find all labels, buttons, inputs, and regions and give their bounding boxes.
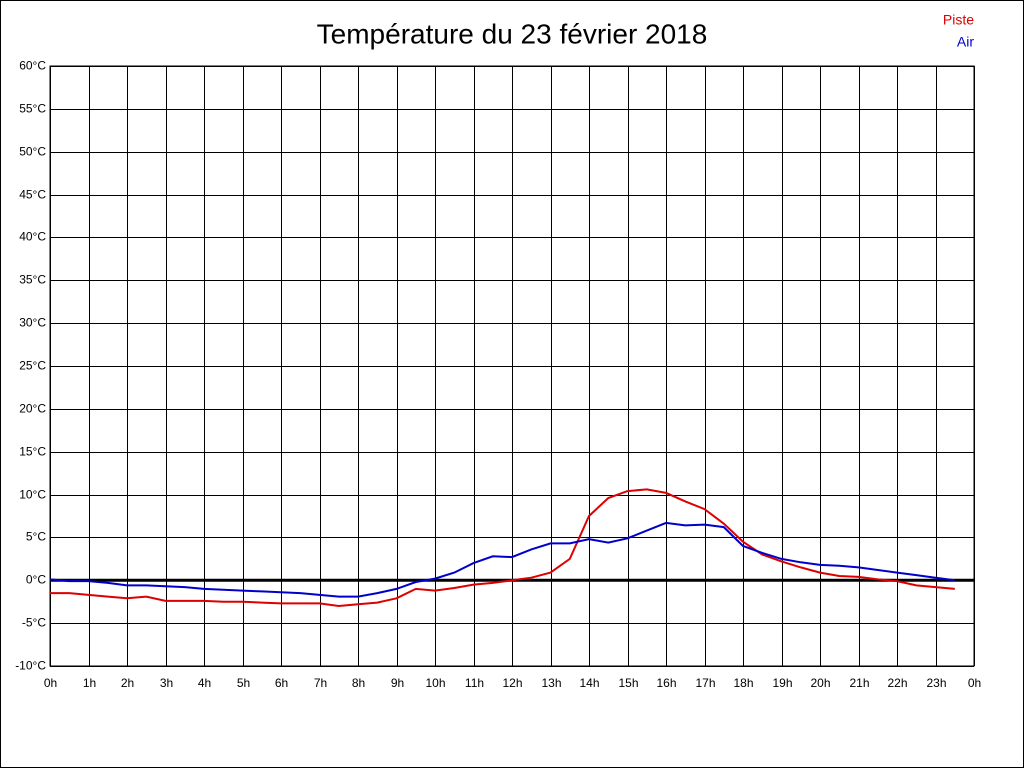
y-tick-label: -5°C [22, 616, 46, 630]
x-tick-label: 15h [618, 676, 638, 690]
y-tick-label: 15°C [19, 445, 46, 459]
x-tick-label: 11h [465, 676, 484, 690]
series-line [50, 488, 955, 608]
y-tick-label: 10°C [19, 488, 46, 502]
x-tick-label: 8h [352, 676, 365, 690]
x-tick-label: 21h [849, 676, 869, 690]
x-tick-label: 4h [198, 676, 211, 690]
series-line [49, 521, 955, 598]
y-tick-label: 5°C [26, 530, 46, 544]
x-tick-label: 10h [425, 676, 445, 690]
legend-entry: Air [957, 34, 974, 50]
x-tick-label: 12h [502, 676, 522, 690]
x-tick-label: 6h [275, 676, 288, 690]
x-tick-label: 0h [968, 676, 981, 690]
x-tick-label: 23h [926, 676, 946, 690]
x-tick-label: 14h [579, 676, 599, 690]
y-tick-label: 50°C [19, 145, 46, 159]
y-tick-label: 30°C [19, 316, 46, 330]
y-tick-label: 20°C [19, 402, 46, 416]
x-tick-label: 19h [772, 676, 792, 690]
y-tick-label: 60°C [19, 59, 46, 73]
x-tick-label: 17h [695, 676, 715, 690]
chart-title: Température du 23 février 2018 [317, 18, 708, 49]
x-tick-label: 20h [810, 676, 830, 690]
x-tick-label: 2h [121, 676, 134, 690]
x-tick-label: 13h [541, 676, 561, 690]
x-tick-label: 16h [656, 676, 676, 690]
y-tick-label: 35°C [19, 273, 46, 287]
legend-entry: Piste [943, 12, 974, 28]
y-tick-label: 55°C [19, 102, 46, 116]
x-tick-label: 22h [887, 676, 907, 690]
x-tick-label: 1h [83, 676, 96, 690]
y-tick-label: 0°C [26, 573, 46, 587]
x-tick-label: 0h [44, 676, 57, 690]
y-tick-label: -10°C [15, 659, 46, 673]
x-tick-label: 5h [237, 676, 250, 690]
y-tick-label: 40°C [19, 230, 46, 244]
x-tick-label: 7h [314, 676, 327, 690]
x-tick-label: 18h [733, 676, 753, 690]
x-tick-label: 3h [160, 676, 173, 690]
y-tick-label: 25°C [19, 359, 46, 373]
x-tick-label: 9h [391, 676, 404, 690]
y-tick-label: 45°C [19, 188, 46, 202]
